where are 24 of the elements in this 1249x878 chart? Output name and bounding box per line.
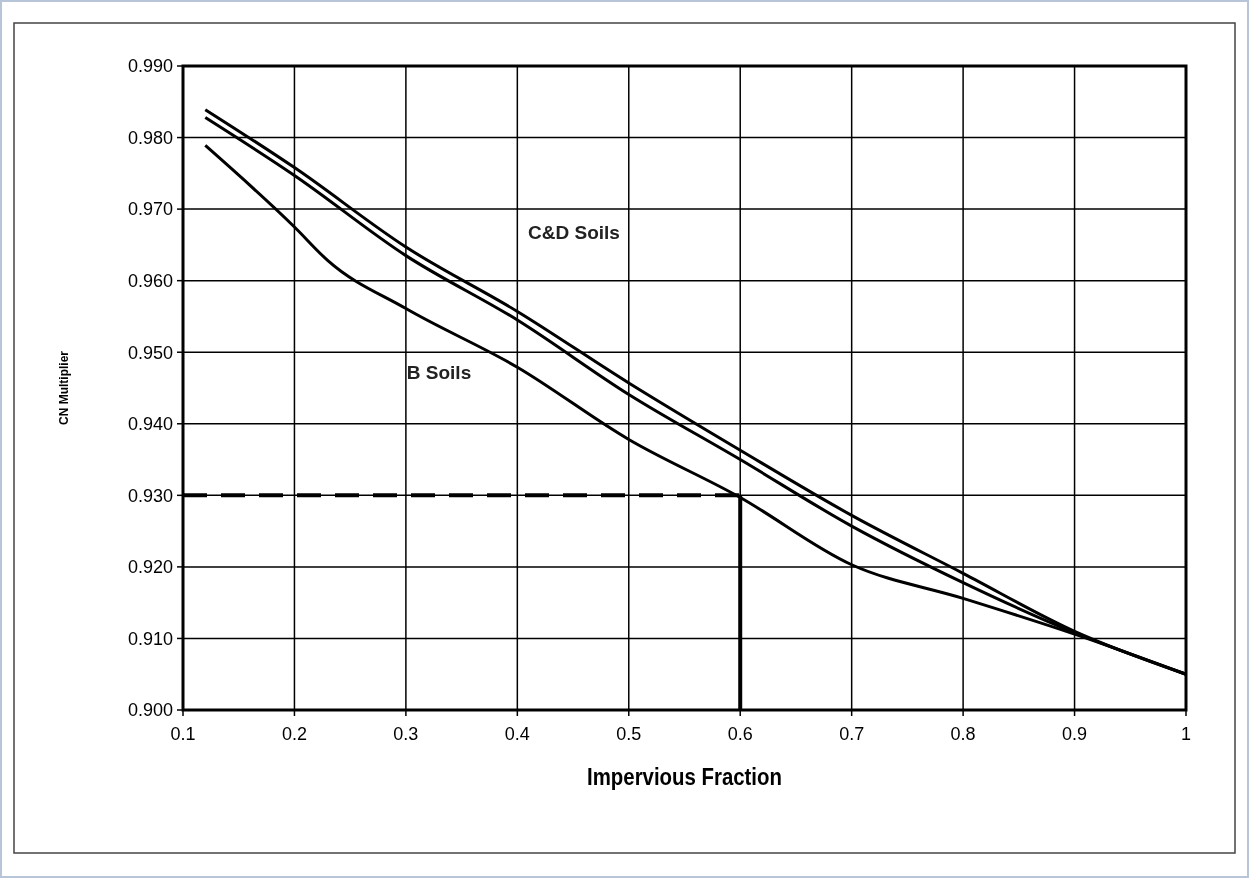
x-tick-label: 0.4	[504, 724, 530, 744]
y-axis-title: CN Multiplier	[57, 350, 71, 425]
x-tick-label: 0.3	[393, 724, 419, 744]
y-tick-label: 0.970	[127, 199, 173, 220]
x-tick-label: 0.1	[170, 724, 196, 744]
y-tick-label: 0.910	[127, 628, 173, 649]
y-tick-label: 0.930	[127, 485, 173, 506]
y-tick-label: 0.920	[127, 557, 173, 578]
y-tick-label: 0.950	[127, 342, 173, 363]
x-tick-label: 1	[1180, 724, 1192, 744]
x-tick-label: 0.9	[1062, 724, 1088, 744]
x-tick-label: 0.5	[616, 724, 642, 744]
y-tick-label: 0.940	[127, 414, 173, 435]
y-tick-label: 0.960	[127, 270, 173, 291]
y-tick-label: 0.990	[127, 56, 173, 77]
x-tick-label: 0.8	[950, 724, 976, 744]
annotation: B Soils	[406, 361, 472, 383]
y-tick-label: 0.900	[127, 700, 173, 721]
x-tick-label: 0.7	[839, 724, 865, 744]
y-tick-label: 0.980	[127, 127, 173, 148]
annotation: C&D Soils	[528, 221, 620, 243]
x-axis-title: Impervious Fraction	[587, 763, 782, 791]
x-tick-label: 0.6	[727, 724, 753, 744]
x-tick-label: 0.2	[281, 724, 307, 744]
